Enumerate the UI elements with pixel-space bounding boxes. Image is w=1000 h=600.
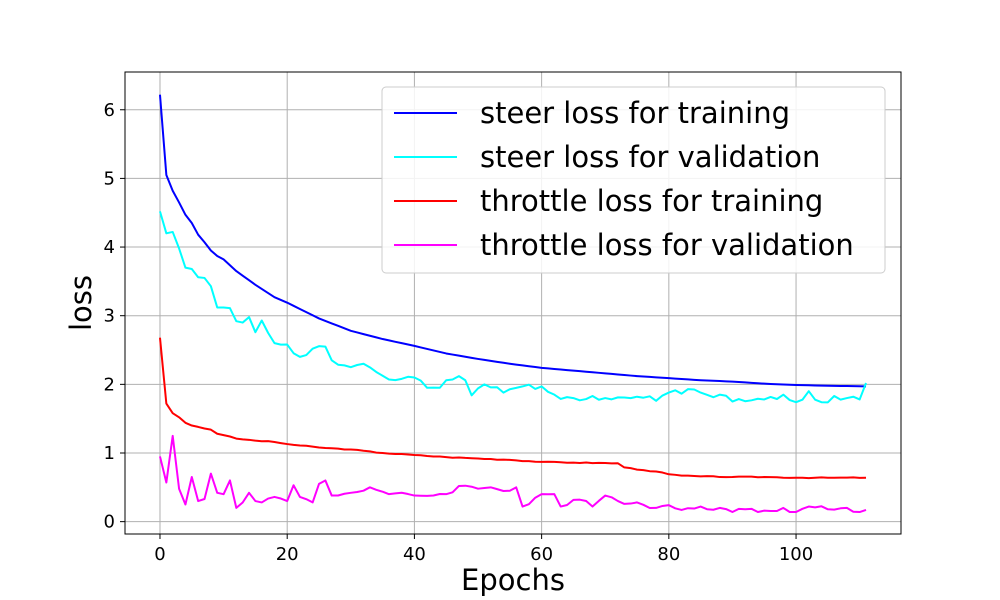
y-tick-label: 0 [104,512,115,533]
y-tick-label: 4 [104,237,115,258]
x-tick-label: 60 [530,544,553,565]
axis-ticks: 0 20 40 60 80 100 0 1 2 3 4 5 6 [104,100,814,565]
x-tick-label: 40 [403,544,426,565]
x-tick-label: 20 [276,544,299,565]
series-line-4 [159,434,867,514]
series-line-3 [158,337,867,480]
legend-box [381,86,886,274]
x-tick-label: 80 [657,544,680,565]
legend-label-4: throttle loss for validation [480,228,854,262]
y-tick-label: 3 [104,306,115,327]
legend: steer loss for training steer loss for va… [381,86,886,274]
x-tick-label: 100 [779,544,813,565]
y-tick-label: 6 [104,100,115,121]
y-axis-title: loss [64,275,98,331]
legend-label-1: steer loss for training [480,96,790,130]
y-tick-label: 1 [104,443,115,464]
y-tick-label: 2 [104,374,115,395]
plot-frame [124,71,902,535]
series-lines [158,94,867,514]
x-axis-title: Epochs [461,563,565,597]
x-tick-label: 0 [154,544,165,565]
series-line-1 [158,94,867,388]
legend-label-3: throttle loss for training [480,184,823,218]
legend-label-2: steer loss for validation [480,140,820,174]
series-line-2 [159,211,867,404]
y-tick-label: 5 [104,168,115,189]
